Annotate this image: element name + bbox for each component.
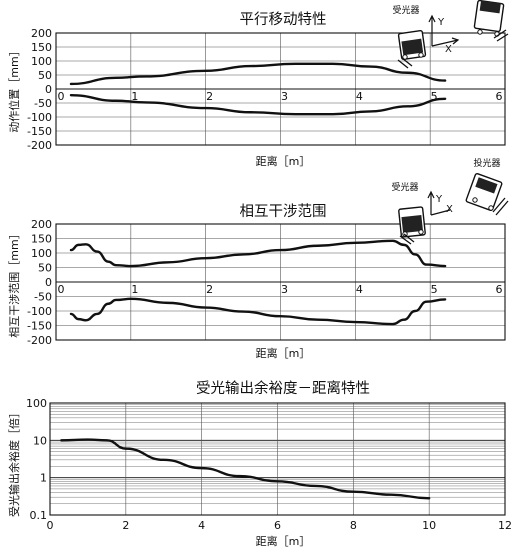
chart3-ytick: 10 <box>33 434 47 447</box>
chart2-ytick: 100 <box>31 247 52 260</box>
chart3-xtick: 6 <box>274 519 281 532</box>
chart1-ytick: -150 <box>27 125 52 138</box>
chart2-axis-x-label: X <box>446 204 453 215</box>
chart1-ytick: -50 <box>34 97 52 110</box>
chart3-ytick: 1 <box>40 472 47 485</box>
chart2-xtick: 1 <box>131 283 138 296</box>
chart1-xtick: 2 <box>206 90 213 103</box>
chart2-series-upper <box>69 239 447 268</box>
chart2-ytick: -50 <box>34 291 52 304</box>
chart2-emitter-label: 投光器 <box>473 157 500 169</box>
chart1-xtick: 0 <box>58 90 65 103</box>
chart1-receiver-label: 受光器 <box>392 4 419 16</box>
chart3-ylabel: 受光输出余裕度［倍］ <box>7 407 21 517</box>
chart3-xtick: 2 <box>122 519 129 532</box>
chart1-ytick: -200 <box>27 139 52 152</box>
chart2-ytick: -200 <box>27 334 52 347</box>
chart3-frame <box>49 402 506 516</box>
emitter-sensor-icon-2: 投光器 <box>465 157 509 216</box>
chart1-xtick: 1 <box>131 90 138 103</box>
chart2-series-lower <box>69 297 447 326</box>
chart1-ytick: -100 <box>27 111 52 124</box>
chart2-title: 相互干涉范围 <box>240 203 327 220</box>
chart3-xtick: 4 <box>198 519 205 532</box>
chart2-ytick: 150 <box>31 233 52 246</box>
chart-margin-distance: 受光输出余裕度－距离特性 100 10 1 0.1 0 2 4 6 8 10 12 距离［m］ 受… <box>7 379 512 548</box>
chart2-ylabel: 相互干涉范围［mm］ <box>7 228 21 337</box>
chart3-xtick: 12 <box>498 519 512 532</box>
chart3-ytick: 100 <box>26 397 47 410</box>
chart2-frame <box>55 223 506 341</box>
chart3-title: 受光输出余裕度－距离特性 <box>196 379 370 397</box>
chart2-xtick: 6 <box>496 283 503 296</box>
chart1-xtick: 4 <box>356 90 363 103</box>
chart3-xlabel: 距离［m］ <box>256 534 311 548</box>
chart1-xlabel: 距离［m］ <box>256 154 311 168</box>
chart2-ytick: -150 <box>27 320 52 333</box>
receiver-sensor-icon-2: 受光器 Y X <box>391 181 453 245</box>
chart2-ytick: 0 <box>45 276 52 289</box>
chart1-ytick: 150 <box>31 41 52 54</box>
chart2-xtick: 3 <box>281 283 288 296</box>
chart1-axis-y-label: Y <box>437 17 445 28</box>
chart1-xtick: 6 <box>496 90 503 103</box>
chart2-ytick: -100 <box>27 305 52 318</box>
chart1-ytick: 50 <box>38 69 52 82</box>
chart2-xtick: 0 <box>58 283 65 296</box>
chart1-series-lower <box>69 93 447 116</box>
receiver-sensor-icon: 受光器 Y X <box>392 4 460 69</box>
chart2-receiver-label: 受光器 <box>391 181 418 193</box>
chart2-xlabel: 距离［m］ <box>256 346 311 360</box>
chart2-axis-y-label: Y <box>435 194 443 205</box>
chart3-ytick: 0.1 <box>30 509 48 522</box>
chart2-xtick: 4 <box>356 283 363 296</box>
chart1-ylabel: 动作位置［mm］ <box>7 45 21 132</box>
chart1-xtick: 5 <box>431 90 438 103</box>
chart2-xtick: 2 <box>206 283 213 296</box>
chart3-xtick: 8 <box>350 519 357 532</box>
chart3-xtick: 0 <box>47 519 54 532</box>
chart1-ytick: 100 <box>31 55 52 68</box>
chart1-xtick: 3 <box>281 90 288 103</box>
chart2-ytick: 50 <box>38 262 52 275</box>
chart1-ytick: 200 <box>31 27 52 40</box>
chart3-xtick: 10 <box>422 519 436 532</box>
chart1-axis-x-label: X <box>445 44 452 55</box>
chart2-ytick: 200 <box>31 218 52 231</box>
chart1-series-upper <box>69 62 447 86</box>
chart1-title: 平行移动特性 <box>240 11 327 28</box>
chart1-ytick: 0 <box>45 83 52 96</box>
chart2-xtick: 5 <box>431 283 438 296</box>
chart3-series-margin <box>60 438 431 500</box>
emitter-sensor-icon <box>473 0 509 42</box>
chart1-frame <box>55 32 506 146</box>
